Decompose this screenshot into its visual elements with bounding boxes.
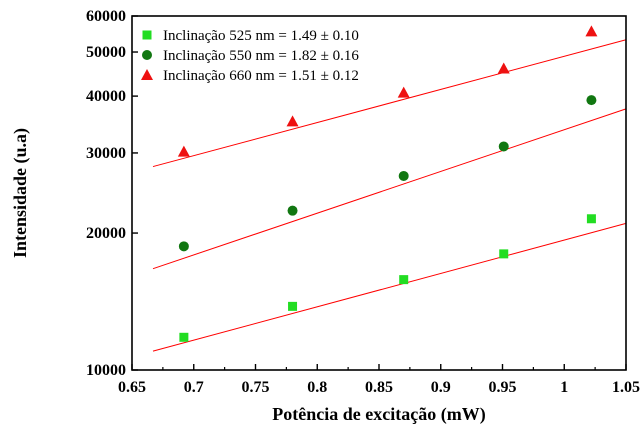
legend-label: Inclinação 550 nm = 1.82 ± 0.16 — [163, 48, 359, 64]
data-point — [585, 25, 598, 37]
fit-lines — [152, 39, 627, 352]
x-axis-title: Potência de excitação (mW) — [272, 404, 485, 425]
data-point — [287, 205, 298, 216]
x-tick-label: 0.95 — [489, 379, 517, 396]
y-tick-label: 20000 — [86, 225, 126, 242]
data-point — [179, 332, 189, 342]
data-point — [586, 214, 596, 224]
x-tick-label: 0.8 — [307, 379, 327, 396]
x-tick-label: 0.75 — [242, 379, 270, 396]
x-tick-label: 1.05 — [612, 379, 640, 396]
y-tick-label: 10000 — [86, 362, 126, 379]
data-point — [178, 241, 189, 252]
x-tick-label: 1 — [560, 379, 568, 396]
legend-marker — [142, 30, 152, 40]
x-tick-label: 0.65 — [118, 379, 146, 396]
legend: Inclinação 525 nm = 1.49 ± 0.10 Inclinaçã… — [141, 28, 359, 84]
y-tick-label: 40000 — [86, 88, 126, 105]
data-point — [286, 115, 299, 127]
data-point — [497, 62, 510, 74]
data-point — [288, 301, 298, 311]
data-point — [397, 86, 410, 98]
fit-line — [152, 108, 627, 270]
x-tick-label: 0.9 — [431, 379, 451, 396]
data-point — [177, 145, 190, 157]
x-tick-label: 0.85 — [365, 379, 393, 396]
y-tick-label: 30000 — [86, 145, 126, 162]
data-points — [177, 25, 598, 342]
data-point — [499, 249, 509, 259]
y-tick-label: 60000 — [86, 8, 126, 25]
legend-marker — [142, 50, 152, 60]
data-point — [398, 170, 409, 181]
y-tick-label: 50000 — [86, 44, 126, 61]
data-point — [498, 141, 509, 152]
y-axis-title: Intensidade (u.a) — [10, 128, 31, 258]
axis-ticks: 0.65 0.7 0.75 0.8 0.85 0.9 0.95 1 1.05 10000 20000… — [86, 8, 640, 396]
fit-line — [152, 39, 627, 168]
x-tick-label: 0.7 — [184, 379, 204, 396]
data-point — [586, 95, 597, 106]
legend-label: Inclinação 525 nm = 1.49 ± 0.10 — [163, 28, 359, 44]
legend-marker — [141, 69, 153, 80]
legend-label: Inclinação 660 nm = 1.51 ± 0.12 — [163, 68, 359, 84]
fit-line — [152, 222, 627, 352]
data-point — [399, 275, 409, 285]
